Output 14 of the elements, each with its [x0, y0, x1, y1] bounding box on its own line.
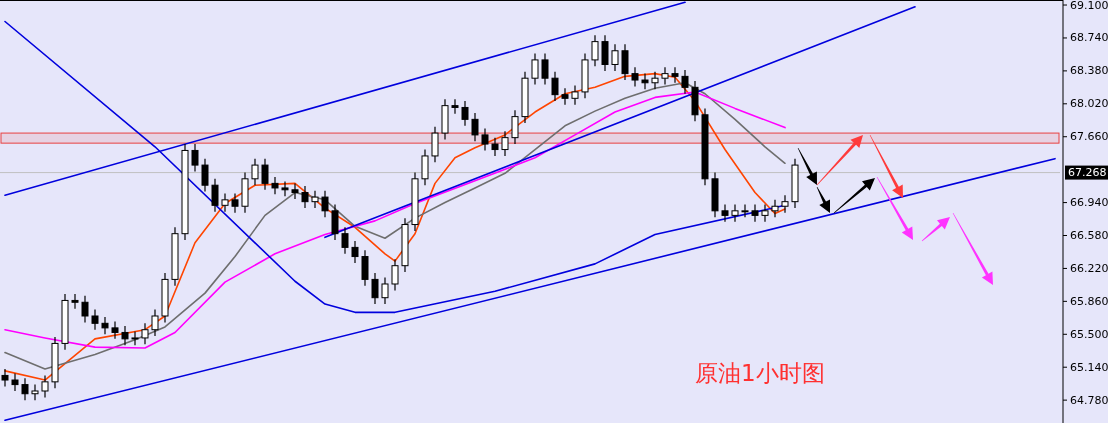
y-tick-label: 68.740 — [1070, 31, 1108, 45]
y-tick-label: 66.220 — [1070, 261, 1108, 275]
y-tick-label: 65.860 — [1070, 294, 1108, 308]
y-tick-label: 64.780 — [1070, 393, 1108, 407]
y-tick-label: 65.140 — [1070, 360, 1108, 374]
y-tick-label: 67.660 — [1070, 130, 1108, 144]
y-tick-label: 66.580 — [1070, 229, 1108, 243]
y-tick-label: 65.500 — [1070, 327, 1108, 341]
ref-line-label: 67.268 — [1068, 166, 1107, 180]
annotation: 原油1小时图 — [695, 360, 825, 386]
y-tick-label: 68.380 — [1070, 64, 1108, 78]
y-tick-label: 69.100 — [1070, 0, 1108, 12]
y-tick-label: 66.940 — [1070, 196, 1108, 210]
y-tick-label: 68.020 — [1070, 97, 1108, 111]
